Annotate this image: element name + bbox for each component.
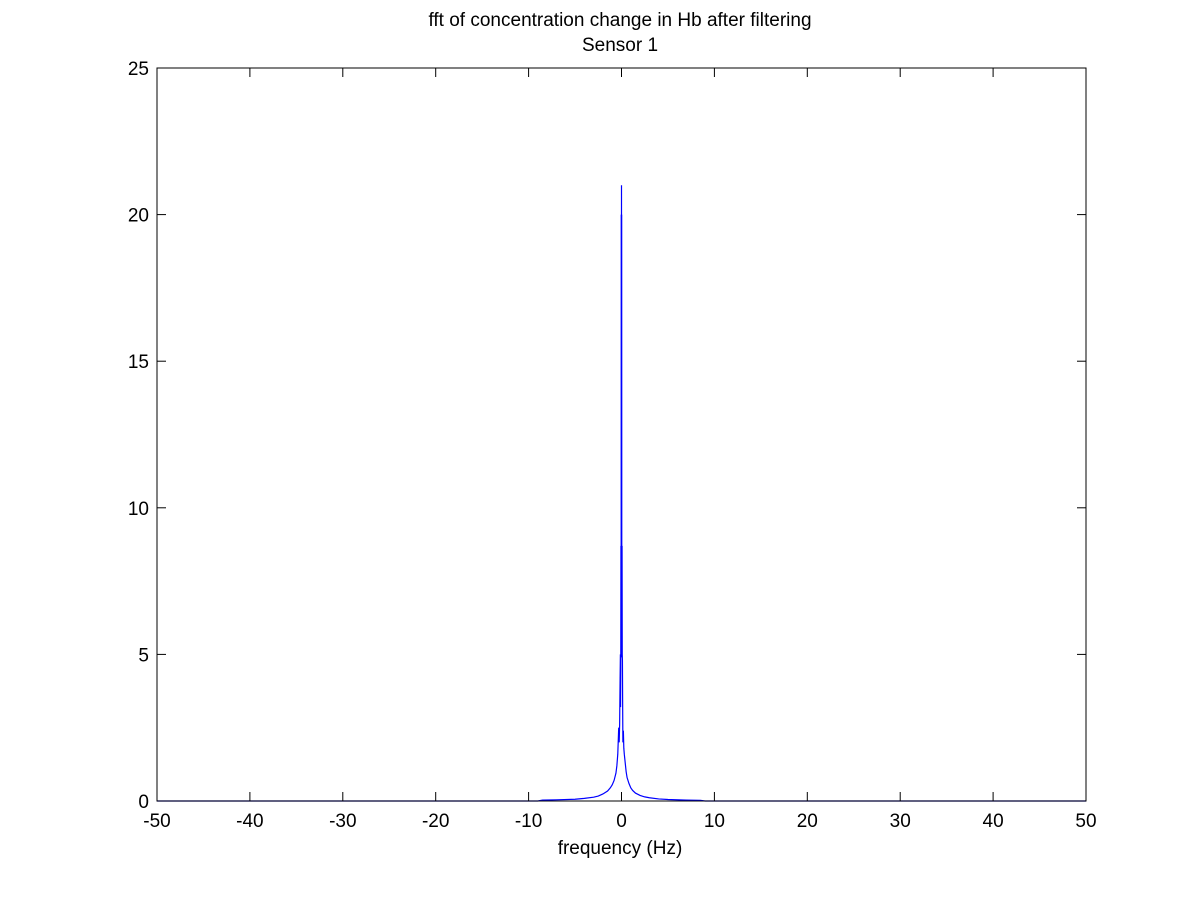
x-tick-label: -50 [143, 811, 170, 832]
y-tick-label: 5 [138, 645, 149, 666]
x-tick-label: -40 [236, 811, 263, 832]
y-tick-label: 15 [128, 352, 149, 373]
x-tick-label: 40 [983, 811, 1004, 832]
x-tick-label: 30 [890, 811, 911, 832]
x-tick-label: -10 [515, 811, 542, 832]
chart-title: fft of concentration change in Hb after … [428, 10, 811, 31]
x-tick-label: -20 [422, 811, 449, 832]
tick-layer [156, 67, 1087, 802]
y-tick-label: 10 [128, 499, 149, 520]
x-tick-label: 0 [616, 811, 627, 832]
x-tick-label: 20 [797, 811, 818, 832]
series-line-1 [157, 185, 1086, 802]
series-layer [157, 185, 1086, 802]
x-tick-label: -30 [329, 811, 356, 832]
plot-box [156, 67, 1087, 802]
tick-label-layer: -50 -40 -30 -20 -10 0 10 20 30 40 50 0 5 10 15 20 25 [128, 59, 1097, 832]
x-tick-label: 10 [704, 811, 725, 832]
x-tick-label: 50 [1075, 811, 1096, 832]
y-tick-label: 25 [128, 59, 149, 80]
y-tick-label: 0 [138, 792, 149, 813]
chart-subtitle: Sensor 1 [582, 35, 658, 56]
y-tick-label: 20 [128, 206, 149, 227]
x-axis-label: frequency (Hz) [558, 838, 683, 859]
